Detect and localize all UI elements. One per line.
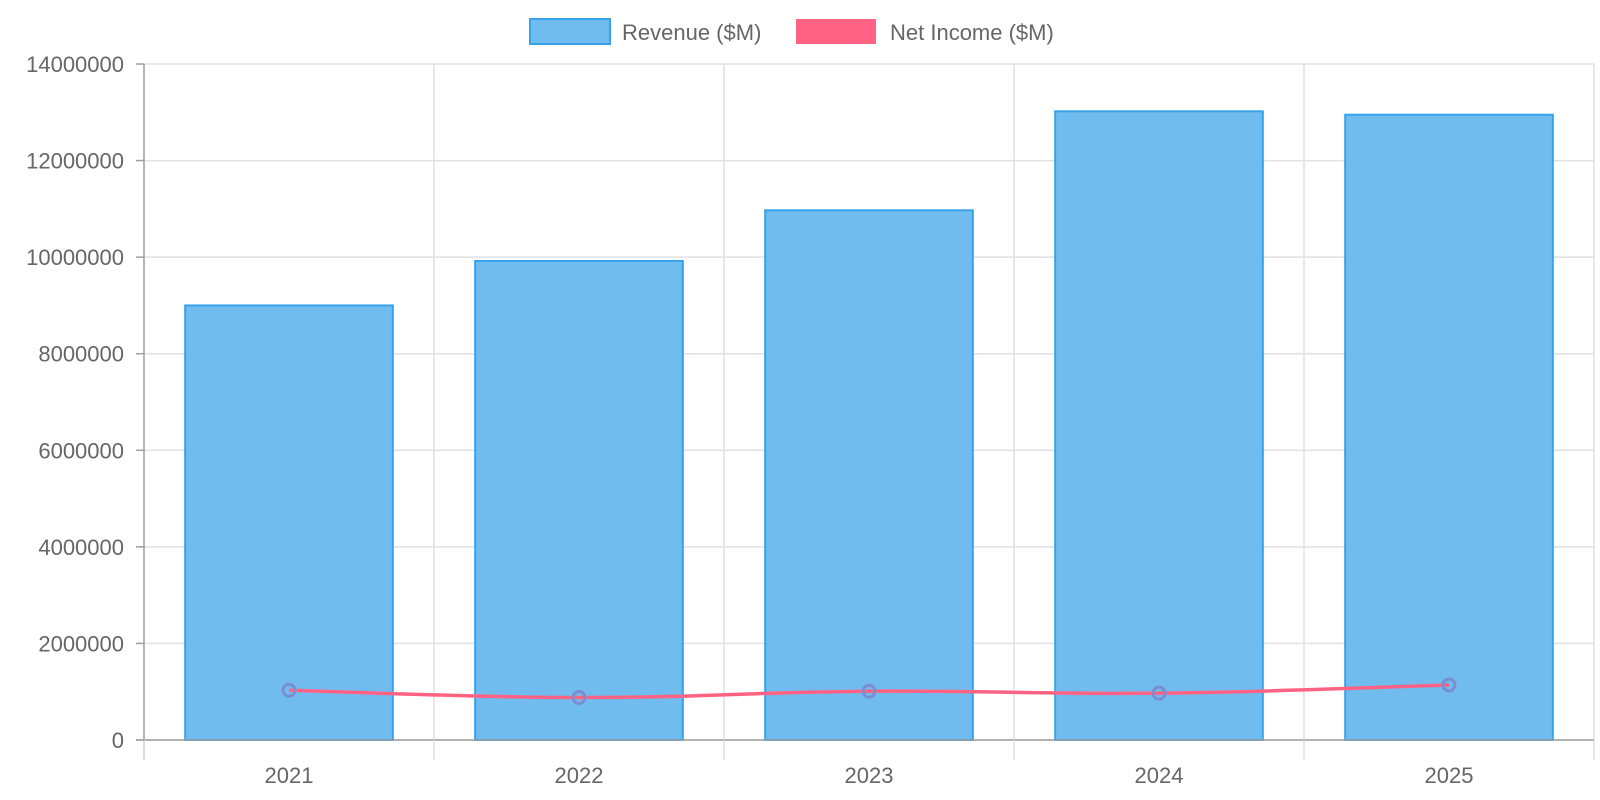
net-income-point-2022[interactable] bbox=[571, 690, 587, 706]
y-tick-label: 14000000 bbox=[26, 52, 124, 77]
x-tick-label-2022: 2022 bbox=[555, 763, 604, 788]
revenue-bar-2022[interactable] bbox=[474, 260, 684, 741]
x-axis-tick-labels: 2021 2022 2023 2024 2025 bbox=[265, 763, 1474, 788]
net-income-line bbox=[288, 683, 1450, 700]
axes bbox=[136, 63, 1595, 760]
legend: Revenue ($M) Net Income ($M) bbox=[529, 18, 1054, 45]
revenue-bars bbox=[184, 110, 1554, 741]
x-tick-label-2025: 2025 bbox=[1425, 763, 1474, 788]
revenue-bar-2023[interactable] bbox=[764, 209, 974, 741]
y-tick-label: 2000000 bbox=[38, 631, 124, 656]
y-tick-label: 0 bbox=[112, 728, 124, 753]
revenue-bar-2025[interactable] bbox=[1344, 113, 1554, 741]
legend-label-net-income[interactable]: Net Income ($M) bbox=[890, 20, 1054, 45]
y-tick-label: 10000000 bbox=[26, 245, 124, 270]
y-tick-label: 4000000 bbox=[38, 535, 124, 560]
y-axis-tick-labels: 0 2000000 4000000 6000000 8000000 10000000 120… bbox=[26, 52, 124, 753]
net-income-point-2023[interactable] bbox=[861, 683, 877, 699]
y-tick-label: 8000000 bbox=[38, 342, 124, 367]
legend-label-revenue[interactable]: Revenue ($M) bbox=[622, 20, 761, 45]
x-tick-label-2024: 2024 bbox=[1135, 763, 1184, 788]
net-income-point-2025[interactable] bbox=[1441, 677, 1457, 693]
y-tick-label: 12000000 bbox=[26, 149, 124, 174]
legend-swatch-net-income[interactable] bbox=[796, 19, 876, 44]
net-income-point-2021[interactable] bbox=[281, 682, 297, 698]
legend-swatch-revenue[interactable] bbox=[529, 18, 611, 45]
revenue-bar-2024[interactable] bbox=[1054, 110, 1264, 741]
x-tick-label-2023: 2023 bbox=[845, 763, 894, 788]
revenue-bar-2021[interactable] bbox=[184, 304, 394, 741]
x-tick-label-2021: 2021 bbox=[265, 763, 314, 788]
y-tick-label: 6000000 bbox=[38, 438, 124, 463]
net-income-point-2024[interactable] bbox=[1151, 685, 1167, 701]
net-income-line-series bbox=[281, 677, 1457, 706]
